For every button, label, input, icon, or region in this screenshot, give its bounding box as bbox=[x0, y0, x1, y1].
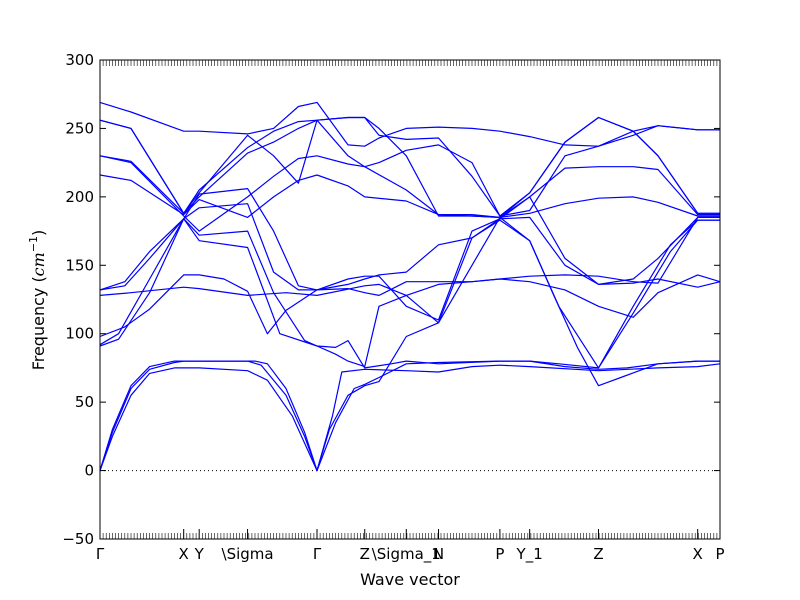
band-line-11 bbox=[99, 155, 720, 232]
band-line-5 bbox=[99, 218, 720, 369]
x-tick-label: Y bbox=[194, 545, 205, 563]
x-tick-label: Γ bbox=[313, 545, 322, 563]
x-tick-label: P bbox=[715, 545, 724, 563]
band-line-3 bbox=[99, 216, 720, 472]
y-tick-label: 150 bbox=[65, 256, 94, 274]
band-line-6 bbox=[99, 216, 720, 338]
band-line-15 bbox=[99, 101, 720, 147]
y-tick-label: 0 bbox=[84, 462, 94, 480]
y-tick-label: 200 bbox=[65, 188, 94, 206]
y-tick-label: 100 bbox=[65, 325, 94, 343]
y-axis-label-text: Frequency ( bbox=[29, 276, 48, 370]
x-tick-label: \Sigma bbox=[222, 545, 274, 563]
y-tick-label: −50 bbox=[62, 530, 94, 548]
x-tick-label: Z bbox=[360, 545, 370, 563]
y-tick-label: 50 bbox=[75, 393, 94, 411]
x-tick-label: N bbox=[433, 545, 444, 563]
y-tick-labels: −50 0 50 100 150 200 250 300 bbox=[62, 51, 94, 548]
y-tick-label: 250 bbox=[65, 119, 94, 137]
x-tick-label: Z bbox=[593, 545, 603, 563]
x-tick-label: P bbox=[495, 545, 504, 563]
x-tick-label: X bbox=[179, 545, 189, 563]
x-tick-label: Γ bbox=[96, 545, 105, 563]
band-line-13 bbox=[99, 116, 720, 217]
band-line-10 bbox=[99, 174, 720, 218]
x-axis-label: Wave vector bbox=[360, 570, 460, 589]
x-tick-label: Y_1 bbox=[516, 545, 543, 564]
band-line-2 bbox=[99, 360, 720, 472]
y-axis-label: Frequency (cm−1) bbox=[27, 230, 48, 371]
y-tick-label: 300 bbox=[65, 51, 94, 69]
band-line-7 bbox=[99, 274, 721, 318]
y-axis-label-unit: cm bbox=[29, 252, 48, 276]
band-line-8 bbox=[99, 196, 721, 291]
band-line-14 bbox=[99, 116, 720, 217]
tick-layer bbox=[99, 59, 721, 540]
x-tick-label: X bbox=[693, 545, 703, 563]
x-tick-labels: Γ X Y \Sigma Γ Z \Sigma_1N P Y_1 Z X P bbox=[96, 545, 725, 564]
band-line-4 bbox=[99, 218, 720, 369]
series-layer bbox=[99, 101, 721, 472]
y-axis-label-close: ) bbox=[29, 230, 48, 236]
y-axis-label-exponent: −1 bbox=[27, 236, 40, 252]
plot-frame bbox=[99, 59, 721, 540]
x-tick-label: \Sigma_1 bbox=[372, 545, 441, 564]
